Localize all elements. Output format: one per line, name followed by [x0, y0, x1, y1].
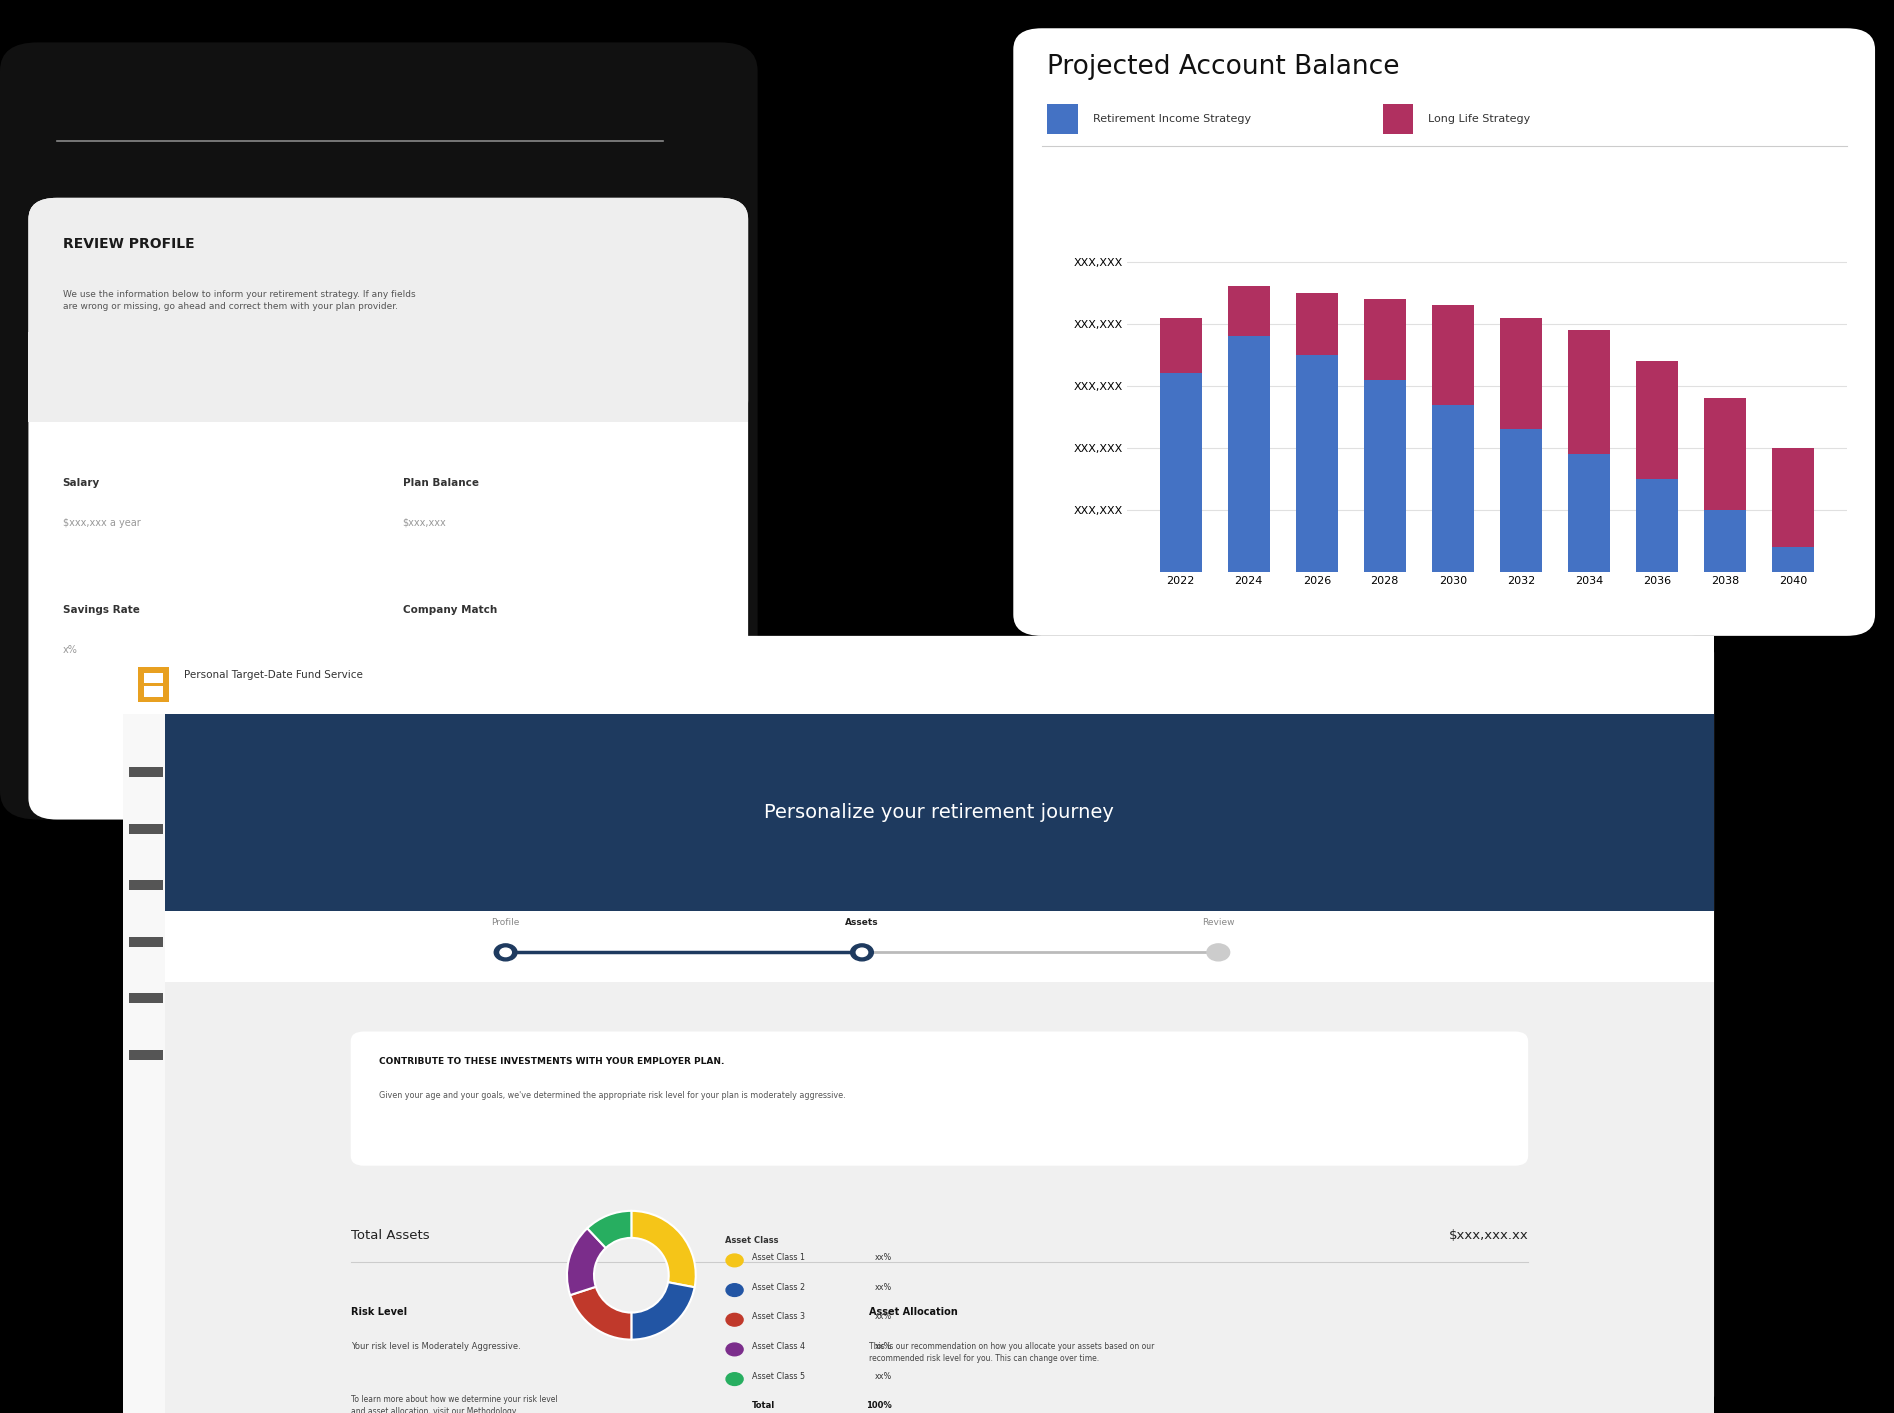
Bar — [1227, 287, 1269, 336]
Text: Assets: Assets — [845, 918, 879, 927]
Circle shape — [856, 948, 867, 957]
Bar — [1295, 292, 1337, 355]
Bar — [1568, 454, 1610, 572]
Bar — [1636, 479, 1678, 572]
Text: Projected Account Balance: Projected Account Balance — [1047, 54, 1400, 79]
Bar — [165, 911, 1714, 982]
Bar — [1636, 362, 1678, 479]
Bar — [138, 667, 169, 702]
Text: Profile: Profile — [491, 918, 519, 927]
Bar — [1364, 380, 1405, 572]
Text: xx%: xx% — [875, 1372, 892, 1381]
Text: Asset Allocation: Asset Allocation — [869, 1307, 958, 1317]
Circle shape — [725, 1342, 742, 1356]
Bar — [1227, 336, 1269, 572]
Text: This is our recommendation on how you allocate your assets based on our
recommen: This is our recommendation on how you al… — [869, 1342, 1153, 1364]
Text: CONTRIBUTE TO THESE INVESTMENTS WITH YOUR EMPLOYER PLAN.: CONTRIBUTE TO THESE INVESTMENTS WITH YOU… — [379, 1057, 725, 1065]
Text: Personal Target-Date Fund Service: Personal Target-Date Fund Service — [184, 670, 362, 680]
Bar — [1383, 103, 1413, 134]
Bar — [123, 636, 1714, 714]
Bar — [129, 824, 163, 834]
Bar — [1771, 547, 1814, 572]
Text: Total: Total — [752, 1402, 775, 1410]
Bar — [1500, 318, 1542, 430]
Bar — [1295, 355, 1337, 572]
Bar — [1500, 430, 1542, 572]
Bar — [1159, 373, 1203, 572]
Text: xx%: xx% — [875, 1253, 892, 1262]
Text: Plan Balance: Plan Balance — [403, 478, 479, 487]
Text: Savings Rate: Savings Rate — [63, 605, 140, 615]
Text: xx%: xx% — [875, 1283, 892, 1291]
Bar — [123, 714, 165, 1413]
Circle shape — [725, 1314, 742, 1325]
Text: Your risk level is Moderately Aggressive.: Your risk level is Moderately Aggressive… — [350, 1342, 521, 1351]
Bar — [1432, 404, 1474, 572]
Circle shape — [494, 944, 517, 961]
Circle shape — [850, 944, 873, 961]
Bar — [1159, 318, 1203, 373]
FancyBboxPatch shape — [1013, 28, 1875, 636]
Bar — [28, 332, 748, 421]
Bar — [144, 673, 163, 697]
FancyBboxPatch shape — [0, 42, 758, 820]
Wedge shape — [566, 1228, 606, 1296]
Bar — [165, 982, 1714, 1413]
Bar — [129, 1050, 163, 1060]
Bar — [1047, 103, 1078, 134]
FancyBboxPatch shape — [28, 198, 748, 421]
Text: Total Assets: Total Assets — [350, 1229, 430, 1242]
Text: We use the information below to inform your retirement strategy. If any fields
a: We use the information below to inform y… — [63, 290, 415, 311]
Wedge shape — [587, 1211, 631, 1248]
FancyBboxPatch shape — [350, 1031, 1528, 1166]
FancyBboxPatch shape — [123, 636, 1714, 1413]
Text: x%: x% — [63, 644, 78, 654]
Bar — [1705, 398, 1746, 510]
Text: Personalize your retirement journey: Personalize your retirement journey — [765, 803, 1114, 822]
Wedge shape — [631, 1282, 695, 1340]
Circle shape — [725, 1373, 742, 1385]
Wedge shape — [631, 1211, 695, 1287]
Text: Asset Class 4: Asset Class 4 — [752, 1342, 805, 1351]
Text: Asset Class 3: Asset Class 3 — [752, 1313, 805, 1321]
Text: REVIEW PROFILE: REVIEW PROFILE — [63, 237, 193, 252]
Text: Asset Class 2: Asset Class 2 — [752, 1283, 805, 1291]
Text: Given your age and your goals, we've determined the appropriate risk level for y: Given your age and your goals, we've det… — [379, 1091, 847, 1099]
Bar — [129, 993, 163, 1003]
Bar — [1432, 305, 1474, 404]
Text: Risk Level: Risk Level — [350, 1307, 407, 1317]
Bar — [1705, 510, 1746, 572]
Text: $xxx,xxx: $xxx,xxx — [403, 517, 447, 527]
Circle shape — [725, 1283, 742, 1297]
Wedge shape — [570, 1287, 631, 1340]
Text: 100%: 100% — [866, 1402, 892, 1410]
Text: xx%: xx% — [875, 1313, 892, 1321]
Text: Salary: Salary — [63, 478, 100, 487]
Bar — [1364, 300, 1405, 380]
Text: Company Match: Company Match — [403, 605, 496, 615]
Bar — [1771, 448, 1814, 547]
Bar — [1568, 331, 1610, 454]
Bar — [129, 937, 163, 947]
Bar — [129, 767, 163, 777]
Text: To learn more about how we determine your risk level
and asset allocation, visit: To learn more about how we determine you… — [350, 1395, 557, 1413]
Text: Asset Class 5: Asset Class 5 — [752, 1372, 805, 1381]
Bar — [165, 714, 1714, 911]
Text: Long Life Strategy: Long Life Strategy — [1428, 114, 1530, 124]
Circle shape — [725, 1255, 742, 1266]
Text: $xxx,xxx.xx: $xxx,xxx.xx — [1449, 1229, 1528, 1242]
FancyBboxPatch shape — [28, 198, 748, 820]
Text: xx%: xx% — [875, 1342, 892, 1351]
Text: Retirement Income Strategy: Retirement Income Strategy — [1093, 114, 1250, 124]
Text: Asset Class: Asset Class — [725, 1236, 778, 1245]
Bar — [144, 684, 163, 685]
Circle shape — [1206, 944, 1229, 961]
Circle shape — [500, 948, 511, 957]
Text: x%: x% — [403, 644, 417, 654]
Text: $xxx,xxx a year: $xxx,xxx a year — [63, 517, 140, 527]
Text: Review: Review — [1203, 918, 1235, 927]
Bar — [129, 880, 163, 890]
Text: Asset Class 1: Asset Class 1 — [752, 1253, 805, 1262]
